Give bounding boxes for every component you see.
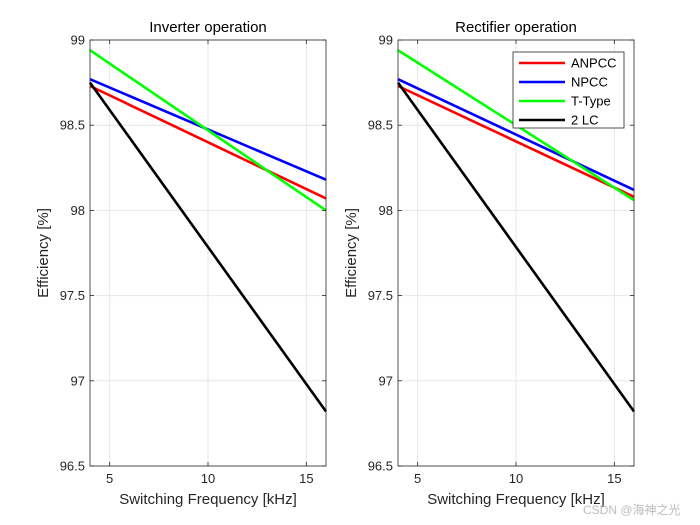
series-line-2-lc — [88, 81, 328, 413]
series-line-2-lc — [396, 81, 636, 413]
chart-title: Rectifier operation — [455, 19, 577, 36]
x-tick-label: 5 — [414, 471, 421, 486]
y-tick-label: 96.5 — [60, 459, 85, 474]
x-tick-label: 15 — [299, 471, 313, 486]
x-tick-label: 15 — [607, 471, 621, 486]
x-tick-label: 10 — [201, 471, 215, 486]
y-tick-label: 98 — [379, 203, 393, 218]
legend-label: T-Type — [571, 94, 611, 109]
y-tick-label: 97.5 — [368, 288, 393, 303]
x-axis-label: Switching Frequency [kHz] — [427, 491, 605, 508]
legend-label: 2 LC — [571, 113, 598, 128]
y-tick-label: 96.5 — [368, 459, 393, 474]
legend-box — [512, 51, 625, 129]
legend-label: ANPCC — [571, 56, 617, 71]
chart-inverter: 5 10 15 96.5 97 97.5 98 98.5 99 Inverter operatio… — [35, 19, 328, 508]
legend: ANPCC NPCC T-Type 2 LC — [512, 51, 625, 129]
legend-label: NPCC — [571, 75, 608, 90]
y-tick-label: 98.5 — [368, 118, 393, 133]
series-line-anpcc — [397, 84, 635, 198]
series-line-npcc — [397, 78, 635, 192]
series-line-anpcc — [89, 84, 327, 200]
y-tick-label: 97.5 — [60, 288, 85, 303]
y-tick-label: 97 — [71, 373, 85, 388]
y-tick-label: 99 — [379, 33, 393, 48]
series-line-t-type — [89, 49, 327, 212]
x-axis-label: Switching Frequency [kHz] — [119, 491, 297, 508]
watermark: CSDN @海神之光 — [583, 502, 681, 517]
y-tick-label: 99 — [71, 33, 85, 48]
y-axis-label: Efficiency [%] — [343, 208, 360, 298]
chart-rectifier: 5 10 15 96.5 97 97.5 98 98.5 99 Rectifier operati… — [343, 19, 636, 508]
y-axis-label: Efficiency [%] — [35, 208, 52, 298]
x-tick-label: 5 — [106, 471, 113, 486]
y-tick-label: 97 — [379, 373, 393, 388]
y-tick-label: 98.5 — [60, 118, 85, 133]
y-tick-label: 98 — [71, 203, 85, 218]
x-tick-label: 10 — [509, 471, 523, 486]
chart-title: Inverter operation — [149, 19, 267, 36]
